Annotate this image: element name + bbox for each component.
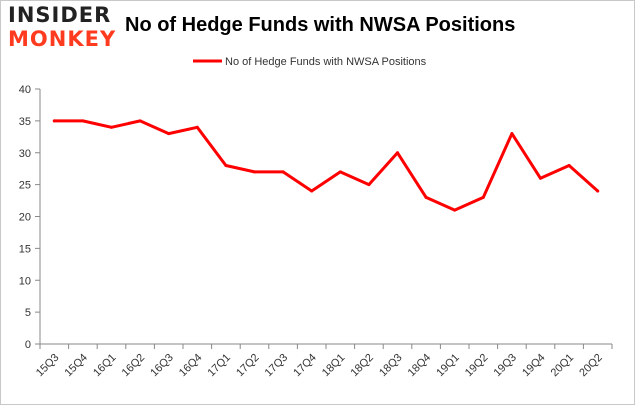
data-point: [281, 170, 285, 174]
y-tick-label: 0: [25, 339, 31, 351]
x-tick-label: 17Q1: [205, 352, 233, 380]
legend: No of Hedge Funds with NWSA Positions: [193, 56, 427, 68]
y-tick-label: 10: [19, 275, 31, 287]
x-tick-label: 16Q2: [120, 352, 148, 380]
x-tick-label: 19Q2: [463, 352, 491, 380]
data-point: [52, 119, 56, 123]
x-tick-label: 20Q1: [549, 352, 577, 380]
y-tick-label: 20: [19, 212, 31, 224]
data-point: [195, 125, 199, 129]
x-tick-label: 17Q4: [291, 352, 319, 380]
data-point: [567, 164, 571, 167]
data-point: [338, 170, 342, 174]
data-point: [596, 189, 600, 193]
x-tick-label: 15Q4: [62, 352, 90, 380]
x-tick-label: 19Q3: [491, 352, 519, 380]
data-point: [510, 132, 514, 136]
x-tick-label: 18Q1: [320, 352, 348, 380]
y-tick-label: 40: [19, 84, 31, 96]
x-tick-label: 16Q4: [177, 352, 205, 380]
data-point: [81, 119, 85, 123]
x-tick-label: 17Q2: [234, 352, 262, 380]
x-tick-label: 18Q4: [406, 352, 434, 380]
y-tick-label: 15: [19, 243, 31, 255]
x-tick-label: 16Q1: [91, 352, 119, 380]
y-axis-ticks: 0 5 10 15 20 25 30 35 40: [19, 84, 40, 351]
axes: [39, 89, 612, 345]
data-point: [138, 119, 142, 123]
x-tick-label: 17Q3: [263, 352, 291, 380]
y-tick-label: 30: [19, 148, 31, 160]
data-point: [539, 176, 542, 180]
y-tick-label: 5: [25, 307, 31, 319]
data-point: [310, 189, 314, 193]
logo-monkey: MONKEY: [8, 27, 117, 51]
series-group: [52, 119, 600, 212]
x-tick-label: 19Q4: [520, 352, 548, 380]
data-point: [367, 183, 371, 187]
data-point: [110, 125, 113, 129]
data-point: [224, 164, 228, 167]
chart-title: No of Hedge Funds with NWSA Positions: [125, 14, 516, 36]
y-tick-label: 35: [19, 116, 31, 128]
data-point: [167, 132, 171, 136]
data-point: [396, 151, 399, 155]
series-line: [52, 119, 600, 212]
data-point: [253, 170, 256, 174]
x-tick-label: 15Q3: [34, 352, 62, 380]
legend-label: No of Hedge Funds with NWSA Positions: [225, 56, 427, 68]
data-point: [453, 208, 457, 212]
data-point: [424, 195, 428, 199]
data-point: [481, 195, 485, 199]
logo-insider: INSIDER: [8, 3, 112, 27]
x-tick-label: 19Q1: [434, 352, 462, 380]
x-tick-label: 16Q3: [148, 352, 176, 380]
x-tick-label: 20Q2: [577, 352, 605, 380]
x-tick-label: 18Q3: [377, 352, 405, 380]
y-tick-label: 25: [19, 180, 31, 192]
x-tick-label: 18Q2: [348, 352, 376, 380]
x-axis-ticks: 15Q3 15Q4 16Q1 16Q2 16Q3 16Q4 17Q1 17Q2 17Q3 17Q4…: [34, 344, 613, 380]
